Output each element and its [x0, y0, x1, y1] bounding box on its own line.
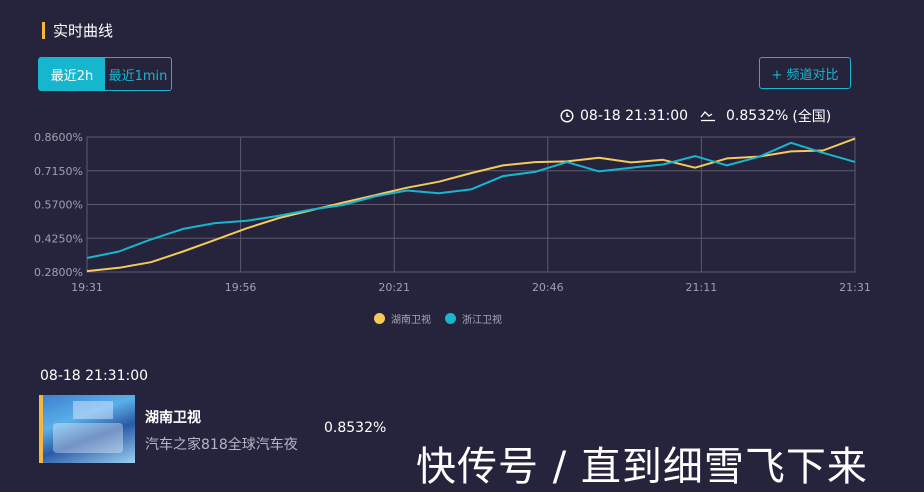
thumbnail-stage [53, 423, 123, 453]
clock-icon [560, 109, 574, 123]
realtime-line-chart: 0.2800% 0.4250% 0.5700% 0.7150% 0.8600% 19:31… [34, 131, 871, 294]
tab-last-1min[interactable]: 最近1min [108, 68, 168, 84]
y-tick-label: 0.4250% [34, 232, 83, 245]
legend-item-hunan[interactable]: 湖南卫视 [374, 311, 431, 326]
series-line-zhejiang [86, 141, 856, 259]
status-time: 08-18 21:31:00 [580, 108, 689, 124]
chart-legend: 湖南卫视 浙江卫视 [374, 311, 516, 326]
program-thumbnail [43, 395, 135, 463]
y-tick-label: 0.7150% [34, 165, 83, 178]
trend-icon [700, 111, 716, 122]
section-title: 实时曲线 [42, 20, 113, 40]
program-card[interactable] [39, 395, 135, 463]
detail-time: 08-18 21:31:00 [40, 368, 149, 384]
series-line-hunan [86, 137, 856, 273]
x-tick-label: 19:56 [225, 281, 257, 294]
y-tick-label: 0.8600% [34, 131, 83, 144]
legend-label-hunan: 湖南卫视 [391, 315, 431, 326]
legend-dot-zhejiang [445, 313, 456, 324]
program-rating: 0.8532% [324, 420, 387, 436]
legend-item-zhejiang[interactable]: 浙江卫视 [445, 311, 502, 326]
thumbnail-screen [73, 401, 113, 419]
legend-label-zhejiang: 浙江卫视 [462, 315, 502, 326]
current-status: 08-18 21:31:00 0.8532% (全国) [560, 106, 831, 126]
card-accent-bar [39, 395, 43, 463]
program-name: 汽车之家818全球汽车夜 [145, 437, 298, 453]
status-scope: (全国) [792, 109, 832, 125]
y-tick-label: 0.5700% [34, 199, 83, 212]
channel-name: 湖南卫视 [145, 410, 201, 426]
legend-dot-hunan [374, 313, 385, 324]
title-accent-bar [42, 21, 45, 39]
range-tabs: 最近2h 最近1min [38, 57, 172, 91]
x-tick-label: 20:21 [378, 281, 410, 294]
x-tick-label: 19:31 [71, 281, 103, 294]
x-tick-label: 21:31 [839, 281, 871, 294]
channel-compare-button[interactable]: + 频道对比 [759, 57, 851, 89]
y-tick-label: 0.2800% [34, 266, 83, 279]
x-tick-label: 21:11 [686, 281, 718, 294]
x-tick-label: 20:46 [532, 281, 564, 294]
watermark-text: 快传号 / 直到细雪飞下来 [416, 444, 868, 490]
status-value: 0.8532% [726, 108, 789, 124]
page-title: 实时曲线 [53, 21, 114, 40]
tab-last-2h[interactable]: 最近2h [39, 58, 105, 90]
